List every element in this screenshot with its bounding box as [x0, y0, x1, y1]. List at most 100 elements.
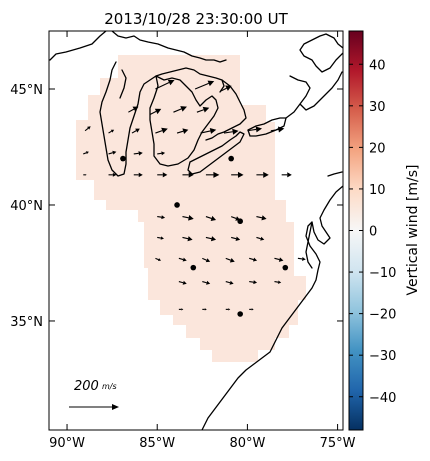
lake-michigan [99, 61, 225, 177]
wind-vector [205, 236, 217, 242]
green-bay [119, 69, 127, 99]
latitude-tick-label: 45°N [10, 83, 43, 98]
wind-vector [225, 257, 235, 263]
colorbar-tick-label: 40 [369, 58, 386, 73]
wind-vector [157, 172, 168, 178]
wind-vector [194, 80, 215, 90]
wind-vector [178, 280, 187, 285]
long-island [327, 171, 343, 177]
longitude-tick-label: 80°W [229, 436, 265, 451]
station-dot [174, 202, 180, 208]
reference-vector-label: 200 [74, 379, 99, 394]
wind-vector [108, 129, 115, 134]
colorbar-tick-label: −40 [369, 391, 396, 406]
longitude-tick-label: 75°W [320, 436, 356, 451]
station-dot [237, 218, 243, 225]
wind-vector [83, 173, 87, 176]
wind-vector [256, 236, 265, 241]
wind-vector [83, 151, 89, 155]
lake-superior-north-shore [111, 31, 227, 63]
wind-vector [182, 215, 194, 221]
wind-vector [155, 79, 175, 90]
wind-vector [231, 236, 241, 241]
wind-vector [274, 257, 284, 262]
wind-vector [108, 150, 117, 155]
wind-vector [205, 171, 220, 178]
wind-vector [182, 236, 193, 242]
wind-vector [131, 128, 140, 134]
wind-vector [247, 126, 263, 133]
reference-vector-unit: m/s [102, 382, 117, 391]
wind-vector [274, 280, 282, 284]
wind-vector [157, 215, 166, 220]
wind-vector [270, 126, 285, 133]
michigan-lower-peninsula [149, 75, 219, 167]
wind-vector [202, 257, 211, 263]
station-dot [120, 155, 126, 162]
reference-vector-key: 200 m/s [69, 379, 119, 410]
wind-vector [84, 126, 91, 132]
atlantic-coast [201, 185, 343, 430]
lake-erie [187, 131, 245, 175]
colorbar-tick-label: −20 [369, 308, 396, 323]
wind-vector [196, 106, 210, 113]
wind-vector [297, 256, 306, 261]
wind-vector [249, 280, 258, 285]
longitude-tick-label: 85°W [139, 436, 175, 451]
wind-vector [133, 172, 143, 178]
wind-vector [182, 172, 194, 178]
radar-stations [120, 155, 289, 317]
wind-vector [155, 257, 162, 261]
colorbar-tick-label: 20 [369, 141, 386, 156]
lake-superior-south-shore [49, 31, 107, 61]
wind-vector [223, 128, 239, 135]
wind-vector [205, 215, 217, 221]
wind-vector [157, 236, 164, 240]
reference-vector-number: 200 [74, 379, 99, 394]
colorbar-tick-label: 0 [369, 225, 377, 240]
wind-vector [225, 280, 234, 285]
colorbar-ticks: 40 30 20 10 0 −10 −20 −30 −40 [349, 58, 396, 406]
wind-vector [200, 128, 217, 134]
latitude-tick-label: 35°N [10, 315, 43, 330]
longitude-tick-label: 90°W [49, 436, 85, 451]
wind-vector [249, 257, 258, 262]
wind-vector [133, 151, 143, 156]
wind-vector [178, 308, 184, 311]
colorbar-tick-label: 10 [369, 183, 386, 198]
colorbar-tick-label: 30 [369, 100, 386, 115]
colorbar-tick-label: −10 [369, 266, 396, 281]
wind-vector [202, 308, 207, 311]
wind-vector [220, 85, 232, 92]
wind-vector [256, 215, 267, 221]
colorbar-label: Vertical wind [m/s] [405, 165, 421, 296]
reference-vector-arrowhead [112, 404, 119, 410]
wind-vector [128, 106, 139, 113]
map-panel: 200 m/s 90°W 85°W 80°W 75°W 45°N 40°N 35°N [10, 30, 356, 451]
wind-vector [157, 151, 166, 156]
wind-vector [176, 128, 189, 135]
chart-title: 2013/10/28 23:30:00 UT [104, 10, 288, 28]
wind-vector [231, 171, 244, 178]
wind-vector [249, 308, 254, 311]
georgian-bay-and-lake-huron [205, 79, 247, 141]
wind-vector [256, 171, 269, 178]
wind-vector [155, 127, 168, 134]
chesapeake-bay [305, 221, 313, 269]
coastlines [49, 31, 343, 430]
latitude-ticks: 45°N 40°N 35°N [10, 83, 343, 330]
station-dot [228, 155, 234, 162]
lake-ontario [247, 117, 287, 137]
wind-vector [225, 308, 231, 311]
new-england-coast [299, 33, 343, 73]
wind-vector [149, 108, 162, 116]
map-frame [48, 30, 344, 431]
station-dot [190, 264, 197, 271]
station-dot [282, 264, 289, 271]
st-lawrence-and-ottawa-river [285, 71, 343, 119]
wind-vector [178, 257, 187, 262]
wind-vector [108, 172, 117, 177]
colorbar-tick-label: −30 [369, 349, 396, 364]
station-dot [237, 311, 243, 317]
